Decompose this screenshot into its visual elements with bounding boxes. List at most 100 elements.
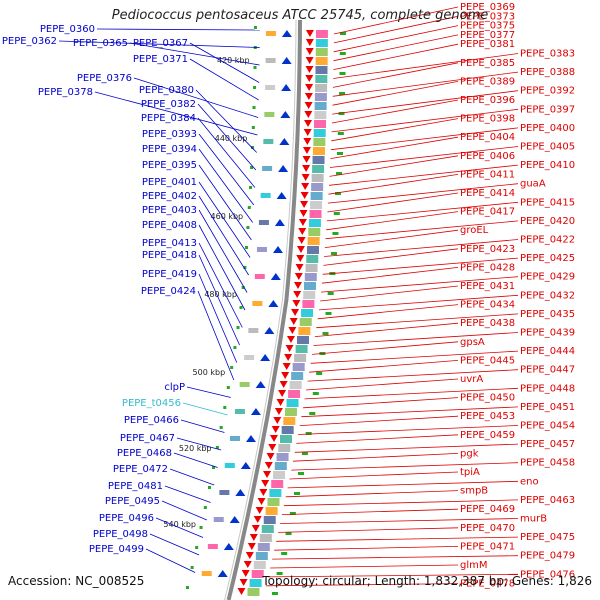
gene-label-right[interactable]: uvrA — [460, 374, 483, 385]
gene-label-right[interactable]: PEPE_0479 — [520, 551, 575, 562]
gene-label-left[interactable]: PEPE_0418 — [142, 250, 197, 261]
gene-label-left[interactable]: clpP — [164, 382, 185, 393]
gene-label-left[interactable]: PEPE_0401 — [142, 177, 197, 188]
gene-label-right[interactable]: gpsA — [460, 337, 485, 348]
gene-label-left[interactable]: PEPE_0419 — [142, 269, 197, 280]
gene-label-right[interactable]: PEPE_0444 — [520, 346, 575, 357]
gene-label-right[interactable]: eno — [520, 476, 539, 487]
gene-label-right[interactable]: guaA — [520, 179, 546, 190]
gene-label-right[interactable]: PEPE_0478 — [460, 579, 515, 590]
gene-label-right[interactable]: PEPE_0415 — [520, 197, 575, 208]
gene-label-left[interactable]: PEPE_0413 — [142, 238, 197, 249]
gene-label-right[interactable]: PEPE_0429 — [520, 272, 575, 283]
gene-label-right[interactable]: PEPE_0475 — [520, 532, 575, 543]
gene-label-right[interactable]: PEPE_0431 — [460, 281, 515, 292]
gene-label-left[interactable]: PEPE_0472 — [113, 464, 168, 475]
gene-label-right[interactable]: PEPE_0422 — [520, 235, 575, 246]
gene-label-right[interactable]: PEPE_0417 — [460, 207, 515, 218]
gene-label-left[interactable]: PEPE_0408 — [142, 220, 197, 231]
gene-label-left[interactable]: PEPE_0468 — [117, 448, 172, 459]
gene-label-right[interactable]: PEPE_0397 — [520, 104, 575, 115]
gene-label-left[interactable]: PEPE_0376 — [77, 73, 132, 84]
gene-label-left[interactable]: PEPE_0380 — [139, 85, 194, 96]
gene-label-right[interactable]: PEPE_0392 — [520, 86, 575, 97]
scale-tick-dash — [330, 252, 337, 255]
gene-label-right[interactable]: PEPE_0471 — [460, 541, 515, 552]
gene-label-right[interactable]: smpB — [460, 486, 488, 497]
gene-label-left[interactable]: PEPE_0466 — [124, 415, 179, 426]
gene-label-right[interactable]: pgk — [460, 448, 479, 459]
gene-label-right[interactable]: PEPE_0377 — [460, 30, 515, 41]
gene-label-right[interactable]: PEPE_0411 — [460, 169, 515, 180]
gene-label-right[interactable]: PEPE_0406 — [460, 151, 515, 162]
gene-label-right[interactable]: PEPE_0405 — [520, 142, 575, 153]
gene-label-left[interactable]: PEPE_0395 — [142, 160, 197, 171]
gene-label-left[interactable]: PEPE_0495 — [105, 496, 160, 507]
gene-label-left[interactable]: PEPE_0371 — [133, 54, 188, 65]
gene-label-right[interactable]: PEPE_0453 — [460, 411, 515, 422]
gene-label-right[interactable]: PEPE_0439 — [520, 328, 575, 339]
gene-label-right[interactable]: PEPE_0383 — [520, 49, 575, 60]
gene-label-right[interactable]: PEPE_0470 — [460, 523, 515, 534]
gene-label-left[interactable]: PEPE_0393 — [142, 129, 197, 140]
gene-label-right[interactable]: PEPE_0428 — [460, 262, 515, 273]
leader-line-left — [173, 452, 218, 468]
gene-label-left[interactable]: PEPE_0378 — [38, 87, 93, 98]
gene-label-right[interactable]: PEPE_0410 — [520, 160, 575, 171]
gene-label-right[interactable]: PEPE_0469 — [460, 504, 515, 515]
gene-label-left[interactable]: PEPE_0467 — [120, 433, 175, 444]
gene-label-right[interactable]: PEPE_0447 — [520, 365, 575, 376]
gene-label-left[interactable]: PEPE_0367 — [133, 38, 188, 49]
gene-label-right[interactable]: PEPE_0459 — [460, 430, 515, 441]
gene-label-left[interactable]: PEPE_0402 — [142, 191, 197, 202]
gene-label-left[interactable]: PEPE_0382 — [141, 99, 196, 110]
gene-label-left[interactable]: PEPE_0499 — [89, 544, 144, 555]
gene-label-right[interactable]: PEPE_0373 — [460, 11, 515, 22]
leader-line-right — [289, 471, 459, 480]
gene-label-right[interactable]: groEL — [460, 225, 489, 236]
gene-label-left[interactable]: PEPE_0496 — [99, 513, 154, 524]
gene-label-right[interactable]: PEPE_0396 — [460, 95, 515, 106]
gene-label-left[interactable]: PEPE_0424 — [141, 286, 196, 297]
gene-label-right[interactable]: PEPE_0450 — [460, 393, 515, 404]
gene-label-right[interactable]: PEPE_0434 — [460, 300, 515, 311]
gene-label-right[interactable]: PEPE_0438 — [460, 318, 515, 329]
gene-label-right[interactable]: PEPE_0432 — [520, 290, 575, 301]
gene-label-right[interactable]: PEPE_0404 — [460, 132, 515, 143]
gene-label-right[interactable]: PEPE_0375 — [460, 21, 515, 32]
gene-label-right[interactable]: PEPE_0476 — [520, 569, 575, 580]
gene-label-right[interactable]: PEPE_0423 — [460, 244, 515, 255]
gene-label-right[interactable]: glmM — [460, 560, 488, 571]
gene-label-right[interactable]: murB — [520, 514, 547, 525]
gene-label-right[interactable]: PEPE_0454 — [520, 421, 575, 432]
gene-label-right[interactable]: tpiA — [460, 467, 480, 478]
gene-label-right[interactable]: PEPE_0451 — [520, 402, 575, 413]
gene-label-left[interactable]: PEPE_0403 — [142, 205, 197, 216]
gene-label-left[interactable]: PEPE_0365 — [73, 38, 128, 49]
gene-label-left[interactable]: PEPE_0481 — [108, 481, 163, 492]
gene-label-right[interactable]: PEPE_0388 — [520, 67, 575, 78]
gene-label-right[interactable]: PEPE_0398 — [460, 114, 515, 125]
gene-label-left[interactable]: PEPE_0362 — [2, 36, 57, 47]
gene-label-right[interactable]: PEPE_0425 — [520, 253, 575, 264]
gene-label-left[interactable]: PEPE_t0456 — [122, 398, 181, 409]
gene-label-right[interactable]: PEPE_0435 — [520, 309, 575, 320]
gene-label-right[interactable]: PEPE_0369 — [460, 2, 515, 13]
gene-label-right[interactable]: PEPE_0458 — [520, 458, 575, 469]
gene-label-left[interactable]: PEPE_0384 — [141, 113, 196, 124]
gene-label-left[interactable]: PEPE_0360 — [40, 24, 95, 35]
reverse-strand-arrow — [257, 498, 266, 505]
gene-label-right[interactable]: PEPE_0389 — [460, 76, 515, 87]
gene-label-right[interactable]: PEPE_0448 — [520, 383, 575, 394]
gene-label-right[interactable]: PEPE_0385 — [460, 58, 515, 69]
gene-block-right — [315, 75, 328, 83]
gene-label-right[interactable]: PEPE_0381 — [460, 39, 515, 50]
gene-label-right[interactable]: PEPE_0420 — [520, 216, 575, 227]
gene-label-right[interactable]: PEPE_0414 — [460, 188, 515, 199]
gene-label-right[interactable]: PEPE_0463 — [520, 495, 575, 506]
gene-label-right[interactable]: PEPE_0445 — [460, 355, 515, 366]
gene-label-left[interactable]: PEPE_0394 — [142, 144, 197, 155]
gene-label-right[interactable]: PEPE_0400 — [520, 123, 575, 134]
gene-label-right[interactable]: PEPE_0457 — [520, 439, 575, 450]
gene-label-left[interactable]: PEPE_0498 — [93, 529, 148, 540]
